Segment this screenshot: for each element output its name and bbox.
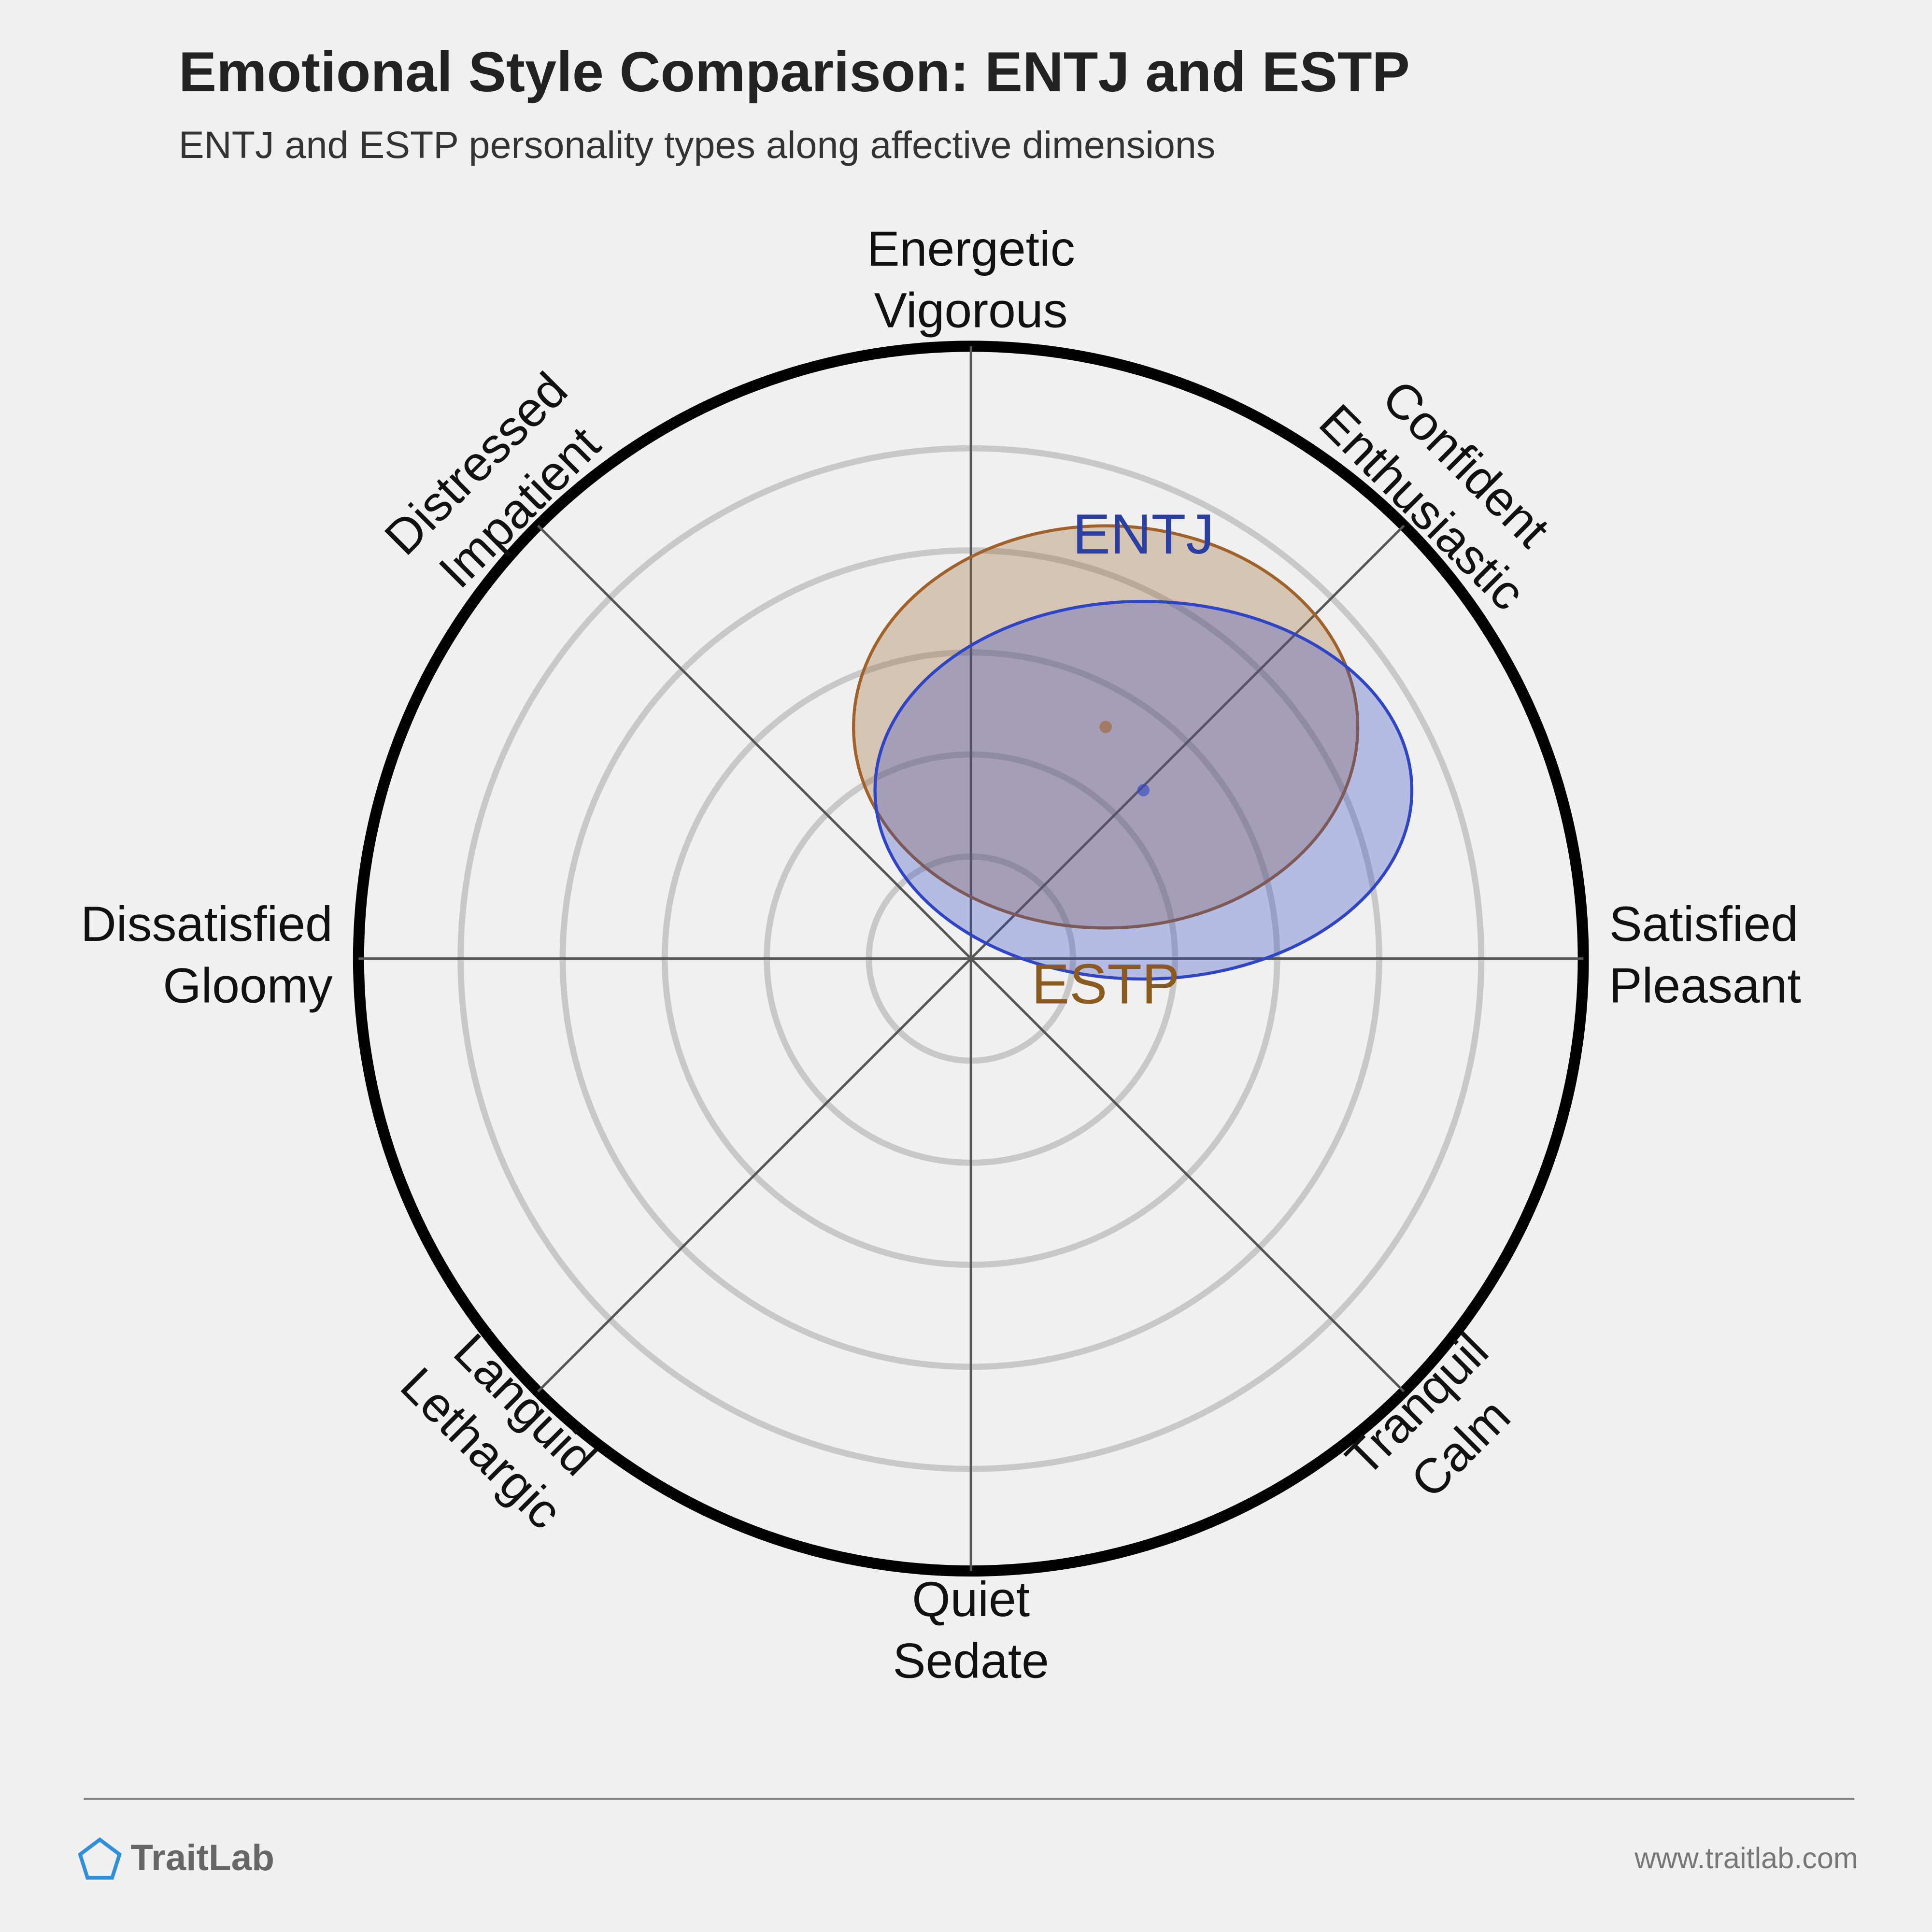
axis-label-line: Gloomy xyxy=(163,958,333,1013)
axis-label-line: Energetic xyxy=(867,221,1075,276)
axis-label-line: Sedate xyxy=(893,1633,1049,1688)
axis-label: Energetic Vigorous xyxy=(867,221,1075,338)
axis-label-line: Satisfied xyxy=(1609,896,1798,952)
series-label: ENTJ xyxy=(1073,502,1214,566)
axis-label: Dissatisfied Gloomy xyxy=(81,896,333,1013)
brand: TraitLab xyxy=(130,1837,274,1878)
url: www.traitlab.com xyxy=(1634,1842,1858,1875)
axis-label-line: Vigorous xyxy=(874,283,1068,338)
axis-label-line: Dissatisfied xyxy=(81,896,333,952)
axis-label-line: Pleasant xyxy=(1609,958,1801,1013)
center-dot xyxy=(1137,784,1150,796)
chart-title: Emotional Style Comparison: ENTJ and EST… xyxy=(179,40,1410,103)
series-label: ESTP xyxy=(1032,952,1179,1015)
chart-subtitle: ENTJ and ESTP personality types along af… xyxy=(179,123,1216,166)
axis-label: Quiet Sedate xyxy=(893,1572,1049,1689)
axis-label-line: Quiet xyxy=(912,1572,1030,1627)
center-dot xyxy=(1099,721,1112,733)
spoke xyxy=(537,525,1405,1393)
logo-icon xyxy=(78,1837,122,1880)
axis-label: Satisfied Pleasant xyxy=(1609,896,1801,1013)
